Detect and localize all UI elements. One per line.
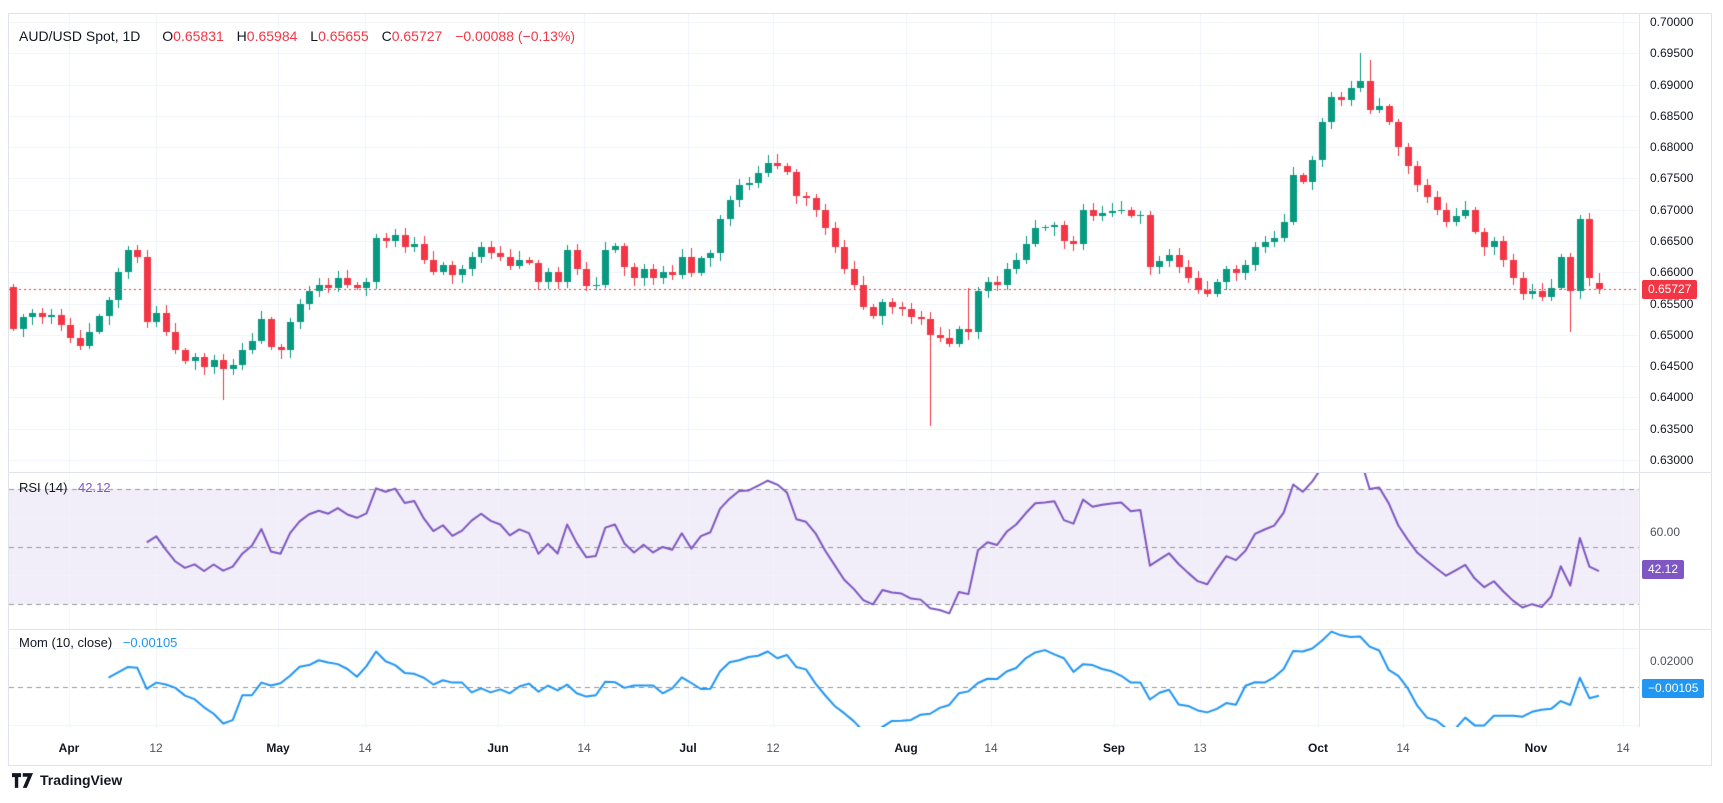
time-tick-month: May [266, 741, 290, 755]
rsi-value: 42.12 [78, 480, 111, 495]
pane-separator-rsi-mom[interactable] [9, 629, 1711, 630]
time-tick-day: 14 [358, 741, 372, 755]
time-tick-day: 14 [1616, 741, 1630, 755]
price-axis-label: 0.67500 [1650, 171, 1694, 186]
ohlc-close: C0.65727 [381, 28, 443, 44]
time-tick-day: 14 [577, 741, 591, 755]
momentum-title: Mom (10, close) [19, 635, 113, 650]
ohlc-open: O0.65831 [162, 28, 224, 44]
chart-container: AUD/USD Spot, 1D O0.65831 H0.65984 L0.65… [8, 13, 1712, 766]
price-axis-label: 0.65500 [1650, 296, 1694, 311]
time-tick-day: 14 [984, 741, 998, 755]
momentum-legend[interactable]: Mom (10, close) −0.00105 [19, 635, 177, 650]
momentum-pane-canvas[interactable] [9, 630, 1711, 727]
time-tick-day: 12 [766, 741, 780, 755]
rsi-axis-label-60: 60.00 [1650, 525, 1681, 539]
rsi-pane-canvas[interactable] [9, 473, 1711, 630]
ohlc-high: H0.65984 [236, 28, 298, 44]
ohlc-low: L0.65655 [310, 28, 369, 44]
price-axis-label: 0.67000 [1650, 202, 1694, 217]
price-axis-label: 0.64000 [1650, 390, 1694, 405]
time-axis[interactable]: Apr 12 May 14 Jun 14 Jul 12 Aug 14 Sep 13 Oct 14 Nov 14 [9, 727, 1711, 765]
symbol-legend[interactable]: AUD/USD Spot, 1D O0.65831 H0.65984 L0.65… [19, 28, 575, 44]
time-tick-day: 12 [149, 741, 163, 755]
symbol-title[interactable]: AUD/USD Spot, 1D [19, 28, 141, 44]
time-tick-month: Aug [894, 741, 918, 755]
price-axis-label: 0.63000 [1650, 452, 1694, 467]
time-tick-day: 13 [1193, 741, 1207, 755]
rsi-legend[interactable]: RSI (14) 42.12 [19, 480, 111, 495]
momentum-value-badge: −0.00105 [1642, 679, 1705, 698]
price-axis-label: 0.69000 [1650, 77, 1694, 92]
price-axis-label: 0.70000 [1650, 15, 1694, 29]
mom-axis-label-top: 0.02000 [1650, 654, 1694, 668]
time-tick-day: 14 [1396, 741, 1410, 755]
tradingview-logo-icon [12, 772, 33, 788]
momentum-value: −0.00105 [122, 635, 178, 650]
rsi-title: RSI (14) [19, 480, 68, 495]
time-tick-month: Jun [487, 741, 509, 755]
price-axis-label: 0.69500 [1650, 46, 1694, 61]
price-pane-canvas[interactable] [9, 14, 1711, 473]
price-axis-label: 0.64500 [1650, 359, 1694, 374]
price-axis-label: 0.63500 [1650, 421, 1694, 436]
time-tick-month: Nov [1524, 741, 1548, 755]
time-tick-month: Sep [1102, 741, 1126, 755]
price-axis-border [1639, 14, 1640, 765]
price-axis-label: 0.65000 [1650, 327, 1694, 342]
price-axis-label: 0.68000 [1650, 140, 1694, 155]
time-tick-month: Jul [679, 741, 697, 755]
rsi-value-badge: 42.12 [1642, 560, 1685, 579]
price-axis-label: 0.68500 [1650, 108, 1694, 123]
tradingview-logo-text: TradingView [40, 772, 123, 788]
price-axis-label: 0.66500 [1650, 233, 1694, 248]
price-axis-label: 0.66000 [1650, 265, 1694, 280]
tradingview-logo[interactable]: TradingView [12, 772, 122, 788]
time-tick-month: Apr [58, 741, 80, 755]
current-price-badge: 0.65727 [1642, 280, 1698, 299]
time-tick-month: Oct [1307, 741, 1329, 755]
change-text: −0.00088 (−0.13%) [455, 28, 576, 44]
pane-separator-price-rsi[interactable] [9, 472, 1711, 473]
